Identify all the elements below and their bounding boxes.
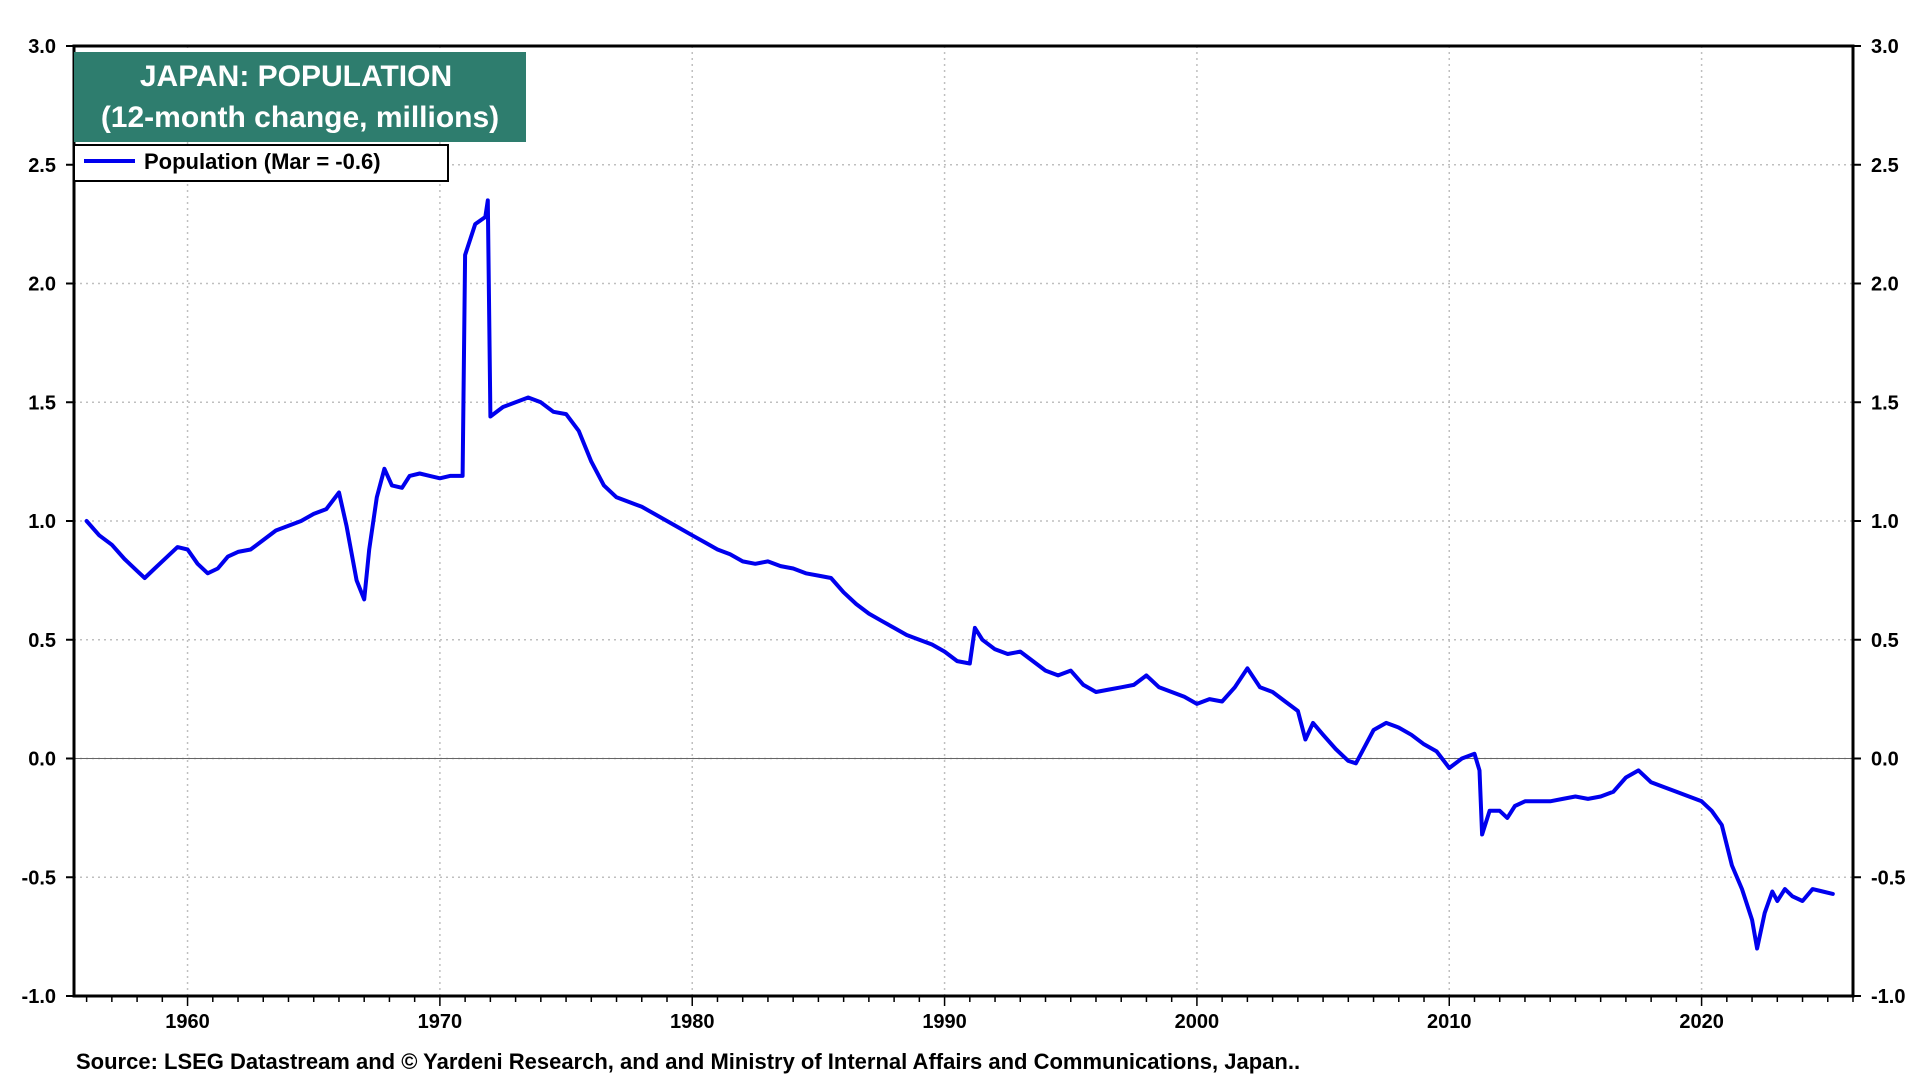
y-tick-left-7: 2.5 <box>28 155 56 177</box>
chart-title-line-2: (12-month change, millions) <box>101 101 499 134</box>
y-tick-right-2: 0.0 <box>1871 749 1899 771</box>
y-tick-left-2: 0.0 <box>28 749 56 771</box>
source-note: Source: LSEG Datastream and © Yardeni Re… <box>76 1049 1300 1074</box>
y-tick-left-1: -0.5 <box>22 867 56 889</box>
y-tick-right-0: -1.0 <box>1871 986 1905 1008</box>
y-tick-right-1: -0.5 <box>1871 867 1905 889</box>
y-tick-left-3: 0.5 <box>28 630 56 652</box>
legend: Population (Mar = -0.6) <box>73 144 449 182</box>
y-tick-right-7: 2.5 <box>1871 155 1899 177</box>
series-line-population <box>84 198 1835 951</box>
y-axis-left: -1.0 -0.5 0.0 0.5 1.0 1.5 2.0 2.5 3.0 <box>22 36 74 1008</box>
legend-box <box>73 144 449 182</box>
title-background <box>74 52 526 142</box>
y-tick-right-8: 3.0 <box>1871 36 1899 58</box>
x-tick-label-0: 1960 <box>165 1011 210 1033</box>
y-tick-left-8: 3.0 <box>28 36 56 58</box>
y-tick-left-4: 1.0 <box>28 511 56 533</box>
x-tick-label-6: 2020 <box>1679 1011 1724 1033</box>
chart-title-line-1: JAPAN: POPULATION <box>140 60 452 93</box>
x-tick-label-2: 1980 <box>670 1011 715 1033</box>
y-tick-right-5: 1.5 <box>1871 392 1899 414</box>
x-axis-ticks <box>85 996 1854 1006</box>
legend-label: Population (Mar = -0.6) <box>144 149 381 174</box>
y-tick-left-6: 2.0 <box>28 274 56 296</box>
x-tick-label-5: 2010 <box>1427 1011 1472 1033</box>
y-tick-left-5: 1.5 <box>28 392 56 414</box>
y-tick-right-6: 2.0 <box>1871 274 1899 296</box>
x-tick-label-3: 1990 <box>922 1011 967 1033</box>
x-tick-label-4: 2000 <box>1175 1011 1220 1033</box>
y-tick-left-0: -1.0 <box>22 986 56 1008</box>
chart-title-box: JAPAN: POPULATION (12-month change, mill… <box>74 52 526 142</box>
x-axis: 1960 1970 1980 1990 2000 2010 2020 <box>165 1011 1724 1033</box>
y-tick-right-4: 1.0 <box>1871 511 1899 533</box>
y-tick-right-3: 0.5 <box>1871 630 1899 652</box>
y-axis-right: -1.0 -0.5 0.0 0.5 1.0 1.5 2.0 2.5 3.0 <box>1853 36 1905 1008</box>
grid-layer <box>74 46 1853 996</box>
x-tick-label-1: 1970 <box>418 1011 463 1033</box>
